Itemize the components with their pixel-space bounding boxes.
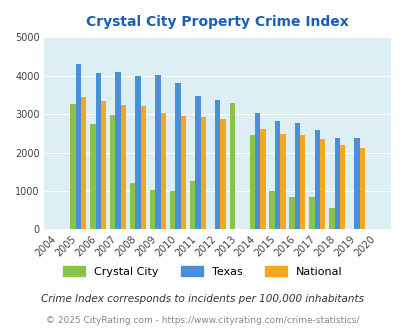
Bar xyxy=(81,97,86,229)
Bar xyxy=(200,117,205,229)
Bar xyxy=(90,124,95,229)
Bar xyxy=(160,113,166,229)
Bar xyxy=(115,72,121,229)
Bar xyxy=(289,197,294,229)
Bar xyxy=(70,104,75,229)
Bar xyxy=(229,103,234,229)
Bar xyxy=(149,190,155,229)
Bar xyxy=(328,208,334,229)
Bar xyxy=(260,129,265,229)
Bar xyxy=(110,115,115,229)
Bar xyxy=(169,191,175,229)
Bar xyxy=(95,73,101,229)
Bar xyxy=(274,120,279,229)
Title: Crystal City Property Crime Index: Crystal City Property Crime Index xyxy=(86,15,348,29)
Bar xyxy=(130,182,135,229)
Bar xyxy=(189,182,195,229)
Bar xyxy=(195,96,200,229)
Bar xyxy=(269,191,274,229)
Bar xyxy=(155,75,160,229)
Bar xyxy=(314,130,319,229)
Bar xyxy=(299,135,305,229)
Bar xyxy=(75,64,81,229)
Bar xyxy=(279,134,285,229)
Bar xyxy=(319,139,324,229)
Text: Crime Index corresponds to incidents per 100,000 inhabitants: Crime Index corresponds to incidents per… xyxy=(41,294,364,304)
Bar xyxy=(215,100,220,229)
Bar xyxy=(294,123,299,229)
Legend: Crystal City, Texas, National: Crystal City, Texas, National xyxy=(59,262,346,281)
Bar xyxy=(175,83,180,229)
Bar xyxy=(180,116,185,229)
Bar xyxy=(354,138,359,229)
Bar xyxy=(220,119,225,229)
Bar xyxy=(334,138,339,229)
Bar xyxy=(339,145,344,229)
Bar xyxy=(254,113,260,229)
Bar xyxy=(359,148,364,229)
Bar xyxy=(141,106,146,229)
Bar xyxy=(135,76,141,229)
Bar xyxy=(121,105,126,229)
Text: © 2025 CityRating.com - https://www.cityrating.com/crime-statistics/: © 2025 CityRating.com - https://www.city… xyxy=(46,316,359,325)
Bar xyxy=(309,197,314,229)
Bar xyxy=(249,135,254,229)
Bar xyxy=(101,101,106,229)
